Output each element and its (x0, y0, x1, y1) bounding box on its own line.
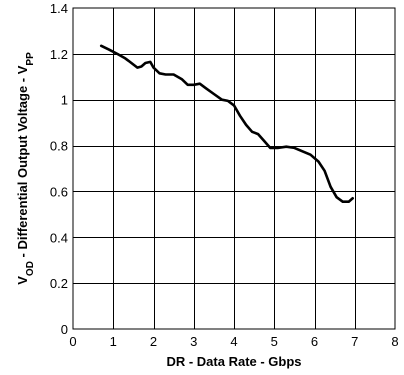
x-tick-label: 5 (271, 334, 278, 349)
y-tick-labels: 0 0.2 0.4 0.6 0.8 1 1.2 1.4 (50, 1, 68, 337)
x-tick-label: 2 (150, 334, 157, 349)
y-axis-label-subscript: OD (25, 261, 36, 276)
x-tick-label: 8 (391, 334, 398, 349)
grid-lines (73, 8, 395, 329)
x-tick-label: 4 (230, 334, 237, 349)
y-tick-label: 1.4 (50, 1, 68, 16)
y-tick-label: 1.2 (50, 47, 68, 62)
x-tick-label: 6 (311, 334, 318, 349)
y-tick-label: 1 (61, 93, 68, 108)
x-tick-labels: 0 1 2 3 4 5 6 7 8 (69, 334, 398, 349)
x-tick-label: 0 (69, 334, 76, 349)
y-tick-label: 0.6 (50, 184, 68, 199)
y-axis-label-text: V (15, 276, 30, 285)
x-tick-label: 1 (110, 334, 117, 349)
y-axis-label-text: - Differential Output Voltage - V (15, 65, 30, 261)
y-axis-label: VOD - Differential Output Voltage - VPP (15, 52, 36, 285)
x-tick-label: 3 (190, 334, 197, 349)
x-axis-label: DR - Data Rate - Gbps (166, 354, 301, 369)
plot-frame (72, 7, 396, 330)
y-tick-label: 0 (61, 322, 68, 337)
y-tick-label: 0.4 (50, 230, 68, 245)
y-tick-label: 0.2 (50, 276, 68, 291)
x-tick-label: 7 (351, 334, 358, 349)
series-line (99, 44, 354, 203)
y-tick-label: 0.8 (50, 139, 68, 154)
y-axis-label-subscript: PP (25, 52, 36, 66)
